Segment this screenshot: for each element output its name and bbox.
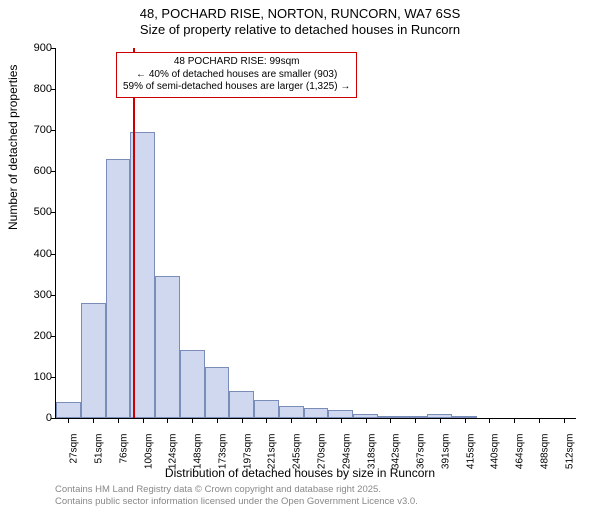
xtick-mark bbox=[366, 418, 367, 423]
histogram-bar bbox=[81, 303, 106, 418]
xtick-mark bbox=[341, 418, 342, 423]
xtick-mark bbox=[266, 418, 267, 423]
xtick-mark bbox=[415, 418, 416, 423]
xtick-mark bbox=[489, 418, 490, 423]
xtick-mark bbox=[93, 418, 94, 423]
ytick-label: 100 bbox=[14, 371, 52, 383]
ytick-label: 500 bbox=[14, 206, 52, 218]
ytick-mark bbox=[51, 336, 56, 337]
title-block: 48, POCHARD RISE, NORTON, RUNCORN, WA7 6… bbox=[0, 0, 600, 39]
ytick-mark bbox=[51, 89, 56, 90]
ytick-mark bbox=[51, 418, 56, 419]
marker-line bbox=[133, 48, 135, 418]
histogram-bar bbox=[106, 159, 131, 418]
ytick-mark bbox=[51, 212, 56, 213]
xtick-mark bbox=[68, 418, 69, 423]
footer-credits: Contains HM Land Registry data © Crown c… bbox=[55, 484, 418, 509]
xtick-mark bbox=[118, 418, 119, 423]
xtick-mark bbox=[514, 418, 515, 423]
xtick-mark bbox=[143, 418, 144, 423]
xtick-mark bbox=[390, 418, 391, 423]
histogram-bar bbox=[279, 406, 304, 418]
histogram-bar bbox=[155, 276, 180, 418]
histogram-bar bbox=[229, 391, 254, 418]
xtick-mark bbox=[291, 418, 292, 423]
ytick-label: 300 bbox=[14, 289, 52, 301]
x-axis-label: Distribution of detached houses by size … bbox=[0, 466, 600, 480]
title-line1: 48, POCHARD RISE, NORTON, RUNCORN, WA7 6… bbox=[0, 6, 600, 22]
ytick-mark bbox=[51, 48, 56, 49]
xtick-mark bbox=[167, 418, 168, 423]
ytick-label: 200 bbox=[14, 330, 52, 342]
histogram-bar bbox=[205, 367, 230, 418]
histogram-bar bbox=[304, 408, 329, 418]
histogram-bar bbox=[180, 350, 205, 418]
xtick-mark bbox=[564, 418, 565, 423]
xtick-mark bbox=[539, 418, 540, 423]
annotation-line2: ← 40% of detached houses are smaller (90… bbox=[123, 69, 350, 82]
ytick-mark bbox=[51, 295, 56, 296]
ytick-mark bbox=[51, 171, 56, 172]
ytick-mark bbox=[51, 254, 56, 255]
xtick-mark bbox=[316, 418, 317, 423]
footer-line2: Contains public sector information licen… bbox=[55, 496, 418, 508]
xtick-mark bbox=[440, 418, 441, 423]
ytick-label: 800 bbox=[14, 83, 52, 95]
histogram-bar bbox=[56, 402, 81, 418]
ytick-mark bbox=[51, 130, 56, 131]
footer-line1: Contains HM Land Registry data © Crown c… bbox=[55, 484, 418, 496]
ytick-label: 900 bbox=[14, 42, 52, 54]
xtick-mark bbox=[242, 418, 243, 423]
histogram-bar bbox=[328, 410, 353, 418]
ytick-label: 700 bbox=[14, 124, 52, 136]
ytick-label: 0 bbox=[14, 412, 52, 424]
annotation-box: 48 POCHARD RISE: 99sqm← 40% of detached … bbox=[116, 52, 357, 98]
title-line2: Size of property relative to detached ho… bbox=[0, 22, 600, 38]
xtick-mark bbox=[192, 418, 193, 423]
ytick-label: 400 bbox=[14, 248, 52, 260]
histogram-bar bbox=[254, 400, 279, 419]
annotation-line3: 59% of semi-detached houses are larger (… bbox=[123, 81, 350, 94]
plot-area: 010020030040050060070080090027sqm51sqm76… bbox=[55, 48, 576, 419]
ytick-label: 600 bbox=[14, 165, 52, 177]
xtick-mark bbox=[217, 418, 218, 423]
annotation-line1: 48 POCHARD RISE: 99sqm bbox=[123, 56, 350, 69]
ytick-mark bbox=[51, 377, 56, 378]
xtick-mark bbox=[465, 418, 466, 423]
chart-container: 48, POCHARD RISE, NORTON, RUNCORN, WA7 6… bbox=[0, 0, 600, 500]
